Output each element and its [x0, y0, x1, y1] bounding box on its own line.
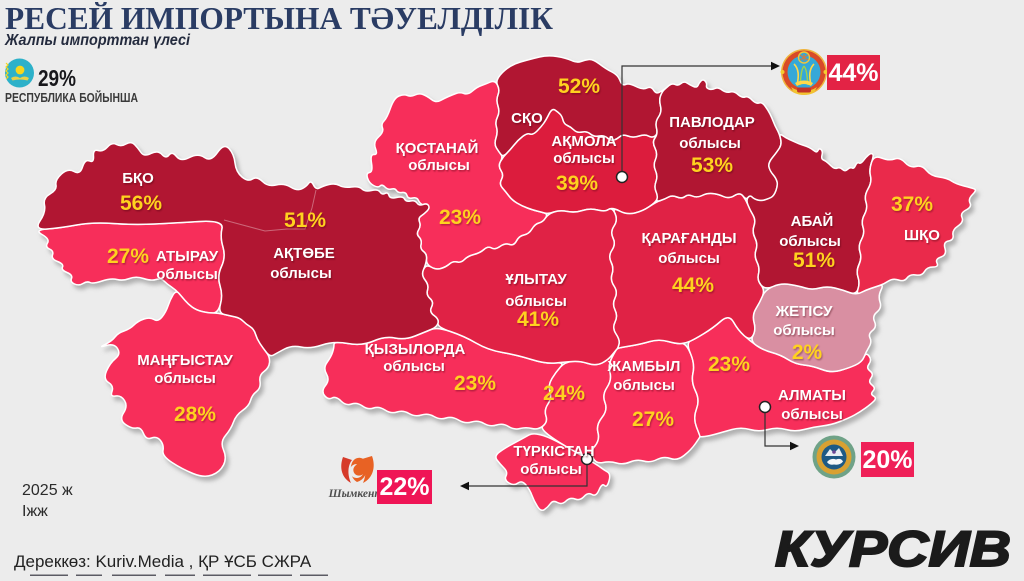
svg-text:облысы: облысы — [658, 250, 720, 267]
svg-text:53%: 53% — [691, 154, 733, 177]
svg-text:39%: 39% — [556, 172, 598, 195]
svg-text:44%: 44% — [828, 59, 878, 87]
svg-text:облысы: облысы — [505, 293, 567, 310]
svg-text:23%: 23% — [439, 206, 481, 229]
svg-text:2%: 2% — [792, 341, 823, 364]
svg-text:ШҚО: ШҚО — [904, 227, 940, 244]
svg-text:41%: 41% — [517, 308, 559, 331]
svg-text:облысы: облысы — [520, 461, 582, 478]
svg-text:28%: 28% — [174, 403, 216, 426]
svg-text:23%: 23% — [454, 372, 496, 395]
svg-text:27%: 27% — [107, 245, 149, 268]
svg-text:РЕСПУБЛИКА БОЙЫНША: РЕСПУБЛИКА БОЙЫНША — [5, 90, 138, 105]
svg-text:РЕСЕЙ ИМПОРТЫНА ТӘУЕЛДІЛІК: РЕСЕЙ ИМПОРТЫНА ТӘУЕЛДІЛІК — [5, 0, 553, 36]
svg-text:22%: 22% — [379, 473, 429, 501]
svg-text:ҚАРАҒАНДЫ: ҚАРАҒАНДЫ — [641, 230, 736, 247]
svg-text:облысы: облысы — [781, 406, 843, 423]
svg-text:ЖЕТІСУ: ЖЕТІСУ — [775, 303, 834, 320]
svg-text:29%: 29% — [38, 65, 76, 91]
svg-text:АЛМАТЫ: АЛМАТЫ — [778, 387, 846, 404]
svg-text:облысы: облысы — [779, 233, 841, 250]
svg-text:24%: 24% — [543, 382, 585, 405]
svg-text:Шымкент: Шымкент — [328, 488, 384, 500]
svg-text:2025 ж: 2025 ж — [22, 482, 73, 499]
svg-text:ТҮРКІСТАН: ТҮРКІСТАН — [513, 443, 594, 460]
svg-text:облысы: облысы — [679, 135, 741, 152]
svg-text:БҚО: БҚО — [122, 170, 154, 187]
svg-text:облысы: облысы — [553, 150, 615, 167]
svg-text:облысы: облысы — [270, 265, 332, 282]
svg-text:Іжж: Іжж — [22, 503, 48, 520]
svg-text:облысы: облысы — [154, 370, 216, 387]
svg-text:20%: 20% — [862, 446, 912, 474]
svg-text:МАҢҒЫСТАУ: МАҢҒЫСТАУ — [137, 352, 233, 369]
svg-text:27%: 27% — [632, 408, 674, 431]
svg-text:44%: 44% — [672, 274, 714, 297]
svg-text:51%: 51% — [793, 249, 835, 272]
svg-text:ҚЫЗЫЛОРДА: ҚЫЗЫЛОРДА — [365, 341, 466, 358]
svg-text:облысы: облысы — [383, 358, 445, 375]
svg-text:23%: 23% — [708, 353, 750, 376]
svg-text:56%: 56% — [120, 192, 162, 215]
svg-text:облысы: облысы — [773, 322, 835, 339]
svg-text:АТЫРАУ: АТЫРАУ — [156, 248, 219, 265]
svg-text:52%: 52% — [558, 75, 600, 98]
svg-text:АҚТӨБЕ: АҚТӨБЕ — [273, 245, 335, 262]
svg-text:Жалпы импорттан үлесі: Жалпы импорттан үлесі — [4, 32, 190, 49]
svg-text:ПАВЛОДАР: ПАВЛОДАР — [669, 114, 755, 131]
svg-text:37%: 37% — [891, 193, 933, 216]
svg-text:ЖАМБЫЛ: ЖАМБЫЛ — [607, 358, 681, 375]
svg-text:ҰЛЫТАУ: ҰЛЫТАУ — [505, 271, 567, 288]
svg-text:облысы: облысы — [613, 377, 675, 394]
svg-text:51%: 51% — [284, 209, 326, 232]
svg-text:облысы: облысы — [408, 157, 470, 174]
svg-text:облысы: облысы — [156, 266, 218, 283]
svg-text:АБАЙ: АБАЙ — [791, 212, 834, 230]
svg-text:АҚМОЛА: АҚМОЛА — [551, 133, 616, 150]
svg-text:СҚО: СҚО — [511, 110, 543, 127]
svg-text:Дереккөз: Kuriv.Media , ҚР ҰСБ: Дереккөз: Kuriv.Media , ҚР ҰСБ СЖРА — [14, 552, 312, 571]
svg-text:КУРСИВ: КУРСИВ — [775, 521, 1011, 576]
svg-text:ҚОСТАНАЙ: ҚОСТАНАЙ — [396, 139, 479, 157]
